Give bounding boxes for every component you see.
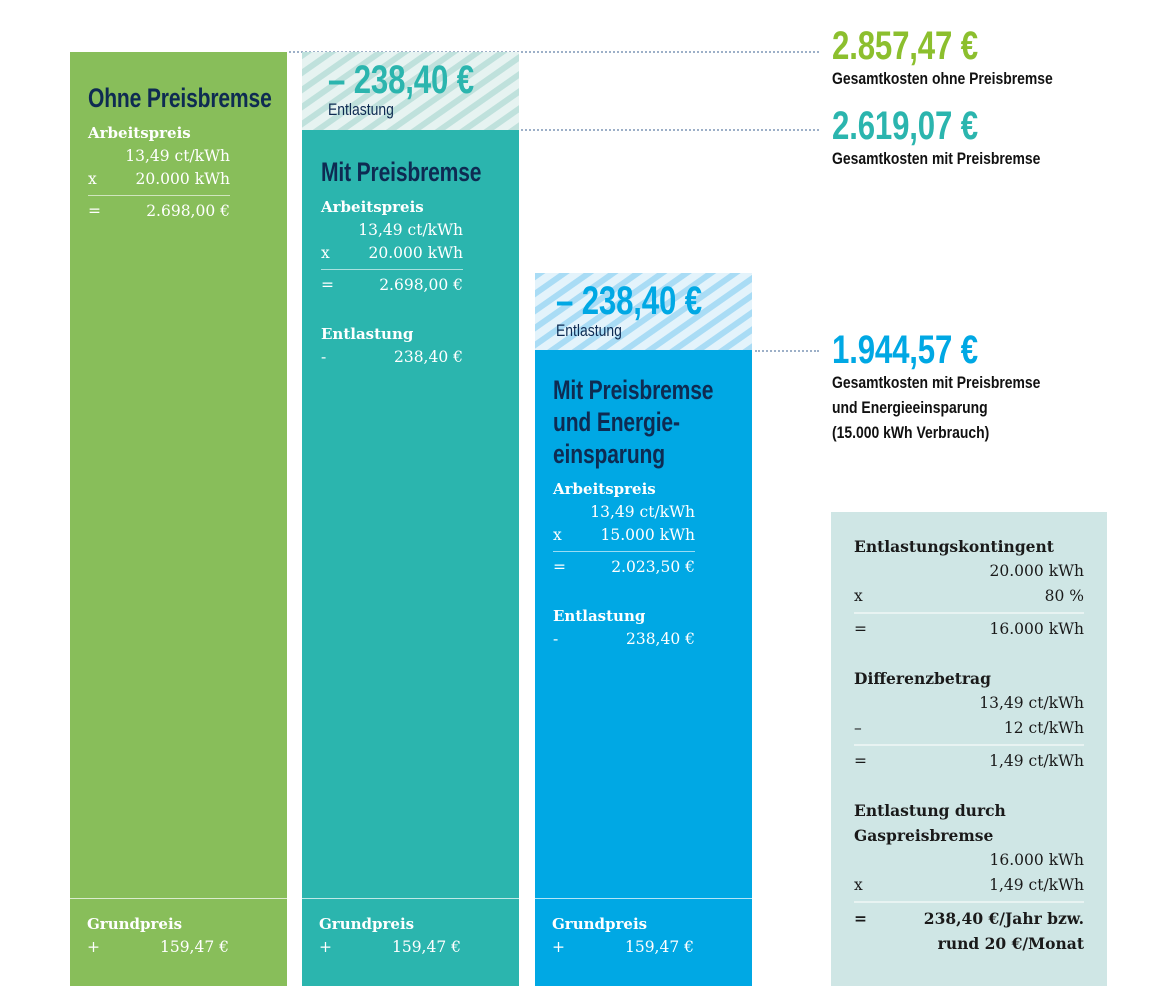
relief-label: Entlastung: [328, 100, 394, 119]
differenz-v2: 12 ct/kWh: [1003, 719, 1084, 737]
total-label: Gesamtkosten ohne Preisbremse: [832, 69, 1053, 88]
usage-value: 15.000 kWh: [600, 526, 695, 544]
entlastung-value: 238,40 €: [393, 348, 463, 366]
differenz-v1: 13,49 ct/kWh: [979, 694, 1084, 712]
column-title-line: einsparung: [553, 439, 665, 469]
kontingent-v1: 20.000 kWh: [989, 562, 1084, 580]
column-mit-preisbremse-energie: Mit Preisbremse und Energie- einsparung …: [535, 350, 752, 986]
column-title: Mit Preisbremse: [321, 157, 482, 187]
entlastung-label: Entlastung durch: [854, 801, 1006, 820]
relief-block-energie: – 238,40 € Entlastung: [556, 281, 743, 341]
kontingent-result: 16.000 kWh: [989, 620, 1084, 638]
grundpreis-value: 159,47 €: [159, 938, 229, 956]
total-amount: 2.857,47 €: [832, 24, 978, 68]
entlastung-value: 238,40 €: [625, 630, 695, 648]
relief-amount: – 238,40 €: [556, 279, 702, 323]
total-energie: 1.944,57 € Gesamtkosten mit Preisbremse …: [832, 330, 1086, 445]
total-label: Gesamtkosten mit Preisbremse: [832, 149, 1041, 168]
arbeitspreis-label: Arbeitspreis: [553, 480, 656, 498]
grundpreis-label: Grundpreis: [87, 915, 183, 933]
total-amount: 2.619,07 €: [832, 104, 978, 148]
kontingent-v2: 80 %: [1044, 587, 1084, 605]
entlastung-label: Entlastung: [321, 325, 414, 343]
connector-line-mit: [521, 129, 819, 131]
relief-amount: – 238,40 €: [328, 58, 474, 102]
relief-label: Entlastung: [556, 321, 622, 340]
usage-row: x 20.000 kWh: [88, 170, 230, 188]
entlastung-v2: 1,49 ct/kWh: [989, 876, 1084, 894]
differenz-result: 1,49 ct/kWh: [989, 752, 1084, 770]
relief-hatch-teal: [302, 52, 519, 130]
arbeitspreis-label: Arbeitspreis: [321, 198, 424, 216]
price-value: 13,49 ct/kWh: [358, 221, 463, 239]
grundpreis-value: 159,47 €: [624, 938, 694, 956]
differenz-label: Differenzbetrag: [854, 669, 991, 688]
calculation-box: Entlastungskontingent 20.000 kWh x 80 % =…: [831, 512, 1107, 986]
entlastung-result: rund 20 €/Monat: [937, 934, 1084, 953]
total-ohne: 2.857,47 € Gesamtkosten ohne Preisbremse: [832, 26, 1101, 91]
relief-block-mit: – 238,40 € Entlastung: [328, 60, 515, 120]
entlastung-label: Gaspreisbremse: [854, 826, 994, 845]
kontingent-label: Entlastungskontingent: [854, 537, 1054, 556]
column-title-line: Mit Preisbremse: [553, 375, 714, 405]
price-value: 13,49 ct/kWh: [590, 503, 695, 521]
grundpreis-section: Grundpreis +159,47 €: [302, 898, 519, 959]
connector-line-energie: [755, 350, 819, 352]
grundpreis-section: Grundpreis +159,47 €: [535, 898, 752, 959]
column-title: Ohne Preisbremse: [88, 83, 272, 113]
connector-line-ohne: [289, 51, 819, 53]
entlastung-label: Entlastung: [553, 607, 646, 625]
grundpreis-value: 159,47 €: [391, 938, 461, 956]
result-value: 2.023,50 €: [611, 558, 695, 576]
grundpreis-section: Grundpreis +159,47 €: [70, 898, 287, 959]
entlastung-v1: 16.000 kWh: [989, 851, 1084, 869]
total-label: (15.000 kWh Verbrauch): [832, 423, 990, 442]
result-row: = 2.698,00 €: [88, 195, 230, 223]
price-row: 13,49 ct/kWh: [125, 147, 230, 165]
entlastung-result: 238,40 €/Jahr bzw.: [923, 909, 1084, 928]
total-label: Gesamtkosten mit Preisbremse: [832, 373, 1041, 392]
column-ohne-preisbremse: Ohne Preisbremse Arbeitspreis 13,49 ct/k…: [70, 52, 287, 986]
result-value: 2.698,00 €: [379, 276, 463, 294]
total-amount: 1.944,57 €: [832, 328, 978, 372]
usage-value: 20.000 kWh: [368, 244, 463, 262]
relief-hatch-blue: [535, 273, 752, 350]
column-title-line: und Energie-: [553, 407, 680, 437]
arbeitspreis-label: Arbeitspreis: [88, 124, 191, 142]
column-mit-preisbremse: Mit Preisbremse Arbeitspreis 13,49 ct/kW…: [302, 130, 519, 986]
total-mit: 2.619,07 € Gesamtkosten mit Preisbremse: [832, 106, 1086, 171]
total-label: und Energieeinsparung: [832, 398, 988, 417]
